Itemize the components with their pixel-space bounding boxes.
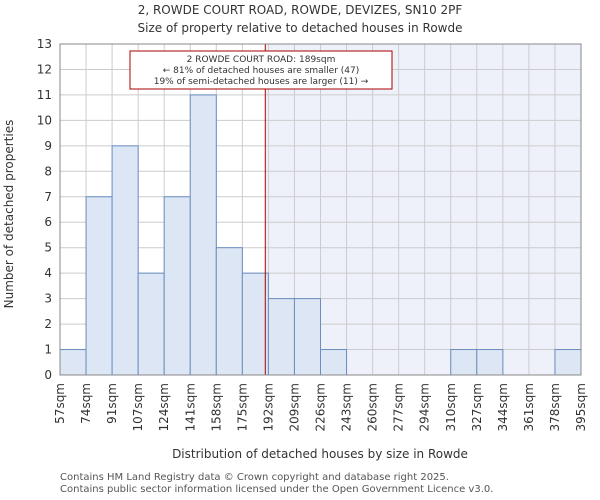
y-axis-label: Number of detached properties bbox=[2, 120, 16, 309]
y-tick-label: 3 bbox=[44, 292, 52, 306]
x-tick-label: 91sqm bbox=[105, 383, 119, 424]
x-tick-label: 378sqm bbox=[548, 383, 562, 431]
x-tick-label: 294sqm bbox=[418, 383, 432, 431]
bar-226sqm bbox=[320, 349, 348, 376]
y-tick-label: 11 bbox=[37, 88, 52, 102]
annotation-line-1: 2 ROWDE COURT ROAD: 189sqm bbox=[187, 55, 336, 65]
y-tick-label: 7 bbox=[44, 190, 52, 204]
bar-124sqm bbox=[163, 196, 191, 376]
bar-310sqm bbox=[450, 349, 478, 376]
annotation-box-border bbox=[129, 50, 393, 90]
bar-192sqm bbox=[267, 298, 295, 376]
bar-378sqm bbox=[554, 349, 582, 376]
axes bbox=[59, 43, 582, 376]
x-tick-label: 209sqm bbox=[287, 383, 301, 431]
annotation-line-2: ← 81% of detached houses are smaller (47… bbox=[163, 66, 360, 76]
x-tick-label: 327sqm bbox=[470, 383, 484, 431]
x-tick-label: 361sqm bbox=[522, 383, 536, 431]
x-tick-label: 57sqm bbox=[53, 383, 67, 424]
x-axis-label: Distribution of detached houses by size … bbox=[172, 447, 468, 461]
y-tick-label: 0 bbox=[44, 368, 52, 382]
bar-91sqm bbox=[111, 145, 139, 376]
chart-title: 2, ROWDE COURT ROAD, ROWDE, DEVIZES, SN1… bbox=[138, 3, 463, 17]
plot-frame bbox=[59, 43, 582, 376]
x-tick-labels: 57sqm 74sqm 91sqm 107sqm 124sqm 141sqm 158sqm 1… bbox=[53, 383, 588, 431]
annotation-line-3: 19% of semi-detached houses are larger (… bbox=[154, 77, 369, 87]
x-tick-label: 344sqm bbox=[496, 383, 510, 431]
chart-subtitle: Size of property relative to detached ho… bbox=[138, 21, 463, 35]
y-tick-label: 10 bbox=[37, 113, 52, 127]
y-tick-label: 2 bbox=[44, 317, 52, 331]
bar-57sqm bbox=[59, 349, 87, 376]
bar-158sqm bbox=[215, 247, 243, 376]
bar-175sqm bbox=[241, 272, 269, 376]
x-tick-label: 226sqm bbox=[314, 383, 328, 431]
bar-74sqm bbox=[85, 196, 113, 376]
x-tick-label: 395sqm bbox=[574, 383, 588, 431]
x-tick-label: 243sqm bbox=[340, 383, 354, 431]
x-tick-label: 158sqm bbox=[209, 383, 223, 431]
footer-copyright: Contains HM Land Registry data © Crown c… bbox=[60, 472, 449, 483]
bar-107sqm bbox=[137, 272, 165, 376]
y-tick-label: 13 bbox=[37, 37, 52, 51]
x-tick-label: 107sqm bbox=[131, 383, 145, 431]
y-tick-label: 5 bbox=[44, 241, 52, 255]
x-tick-label: 192sqm bbox=[261, 383, 275, 431]
bar-141sqm bbox=[189, 94, 217, 376]
x-tick-label: 277sqm bbox=[392, 383, 406, 431]
bar-327sqm bbox=[476, 349, 504, 376]
bar-209sqm bbox=[293, 298, 322, 376]
x-tick-label: 124sqm bbox=[157, 383, 171, 431]
annotation-box: 2 ROWDE COURT ROAD: 189sqm ← 81% of deta… bbox=[129, 50, 393, 90]
x-tick-label: 260sqm bbox=[366, 383, 380, 431]
footer-licence: Contains public sector information licen… bbox=[60, 484, 494, 495]
y-tick-label: 8 bbox=[44, 164, 52, 178]
x-tick-label: 74sqm bbox=[79, 383, 93, 424]
y-tick-label: 12 bbox=[37, 62, 52, 76]
y-tick-label: 9 bbox=[44, 139, 52, 153]
x-tick-label: 141sqm bbox=[183, 383, 197, 431]
bars bbox=[59, 94, 582, 376]
y-tick-label: 6 bbox=[44, 215, 52, 229]
x-tick-label: 310sqm bbox=[444, 383, 458, 431]
y-tick-label: 1 bbox=[44, 343, 52, 357]
x-tick-label: 175sqm bbox=[235, 383, 249, 431]
y-tick-label: 4 bbox=[44, 266, 52, 280]
